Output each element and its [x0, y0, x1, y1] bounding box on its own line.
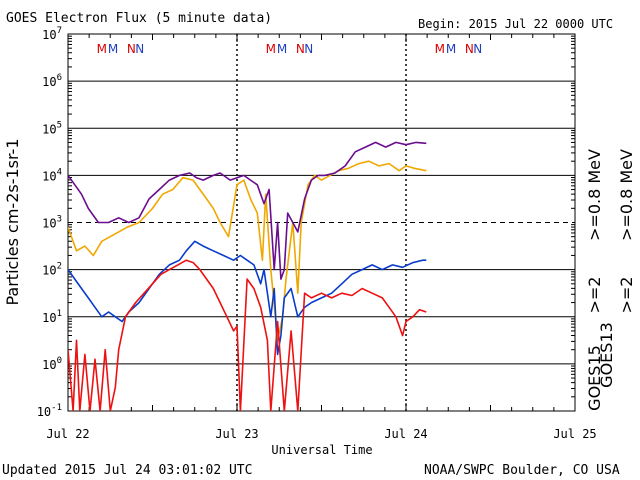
legend: GOES13 GOES15 >=2 >=2 >=0.8 MeV >=0.8 Me…	[585, 149, 636, 411]
y-tick-label: 100	[42, 356, 62, 372]
legend-goes15-high: >=0.8 MeV	[585, 149, 604, 241]
x-axis-label: Universal Time	[271, 443, 372, 457]
y-tick-label: 102	[42, 262, 62, 278]
series-line	[68, 259, 427, 411]
x-tick-label: Jul 23	[215, 427, 258, 441]
grid-lines	[68, 80, 575, 365]
y-tick-label: 104	[42, 167, 62, 183]
series-line	[68, 160, 427, 342]
mn-marker: N	[473, 42, 482, 56]
x-tick-label: Jul 22	[46, 427, 89, 441]
y-tick-label: 10-1	[37, 403, 62, 419]
x-tick-label: Jul 25	[553, 427, 596, 441]
chart-title: GOES Electron Flux (5 minute data)	[6, 11, 272, 26]
mn-marker: N	[296, 42, 305, 56]
y-tick-label: 106	[42, 73, 62, 89]
x-tick-labels: Jul 22 Jul 23 Jul 24 Jul 25	[46, 427, 596, 441]
series-line	[68, 141, 427, 280]
legend-goes13-high: >=0.8 MeV	[617, 149, 636, 241]
y-tick-label: 107	[42, 26, 62, 42]
y-tick-labels: 10-1 100 101 102 103 104 105 106 107	[37, 26, 62, 419]
mn-marker: M	[277, 42, 287, 56]
mn-marker: M	[446, 42, 456, 56]
series-line	[68, 240, 427, 356]
mn-marker: M	[435, 42, 445, 56]
updated-timestamp: Updated 2015 Jul 24 03:01:02 UTC	[2, 463, 252, 478]
y-axis-label: Particles cm-2s-1sr-1	[3, 138, 22, 305]
source-credit: NOAA/SWPC Boulder, CO USA	[424, 463, 620, 478]
mn-marker: N	[135, 42, 144, 56]
legend-goes13-low: >=2	[617, 277, 636, 314]
mn-marker: N	[127, 42, 136, 56]
legend-goes13-label: GOES13	[597, 322, 616, 388]
x-tick-label: Jul 24	[384, 427, 427, 441]
data-series	[68, 141, 427, 411]
legend-goes15-label: GOES15	[585, 345, 604, 411]
mn-marker: M	[108, 42, 118, 56]
mn-marker: N	[304, 42, 313, 56]
mn-marker: N	[465, 42, 474, 56]
y-tick-label: 105	[42, 120, 62, 136]
mn-marker: M	[266, 42, 276, 56]
begin-label: Begin: 2015 Jul 22 0000 UTC	[418, 17, 613, 31]
y-tick-label: 101	[42, 309, 62, 325]
mn-marker: M	[97, 42, 107, 56]
legend-goes15-low: >=2	[585, 277, 604, 314]
y-tick-label: 103	[42, 215, 62, 231]
